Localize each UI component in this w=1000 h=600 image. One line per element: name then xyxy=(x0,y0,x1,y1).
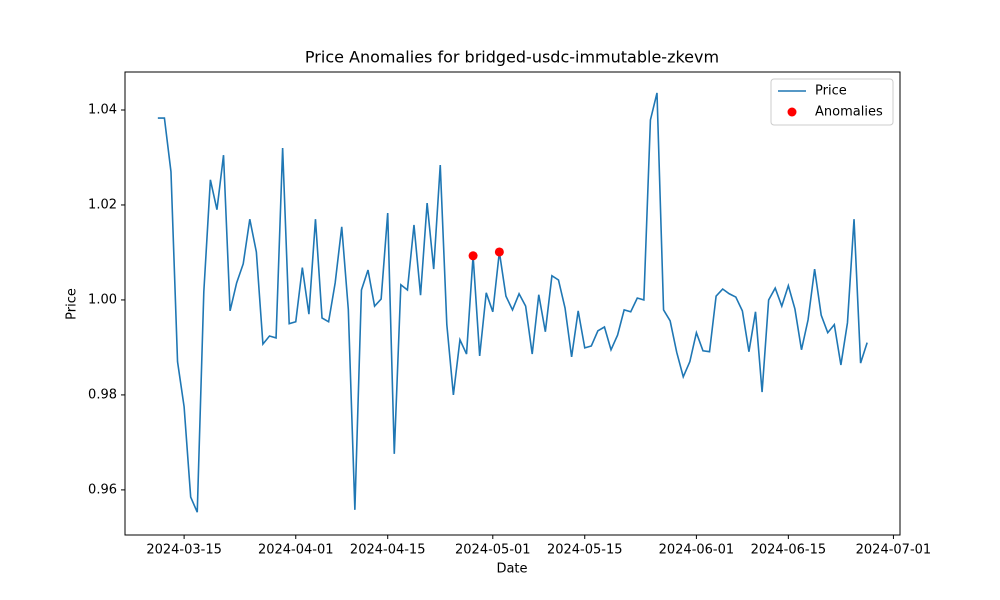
legend-swatch xyxy=(787,107,797,117)
x-tick-label: 2024-04-15 xyxy=(350,543,426,558)
anomaly-point xyxy=(494,247,504,257)
x-tick-label: 2024-05-15 xyxy=(547,543,623,558)
y-tick-label: 1.04 xyxy=(88,102,117,117)
y-axis-label: Price xyxy=(65,288,80,320)
y-tick-label: 0.96 xyxy=(88,482,117,497)
x-tick-label: 2024-05-01 xyxy=(455,543,531,558)
x-tick-label: 2024-03-15 xyxy=(146,543,222,558)
y-tick-label: 0.98 xyxy=(88,387,117,402)
x-tick-label: 2024-07-01 xyxy=(856,543,932,558)
plot-frame xyxy=(124,71,901,536)
chart-title: Price Anomalies for bridged-usdc-immutab… xyxy=(305,48,719,67)
x-tick-label: 2024-06-01 xyxy=(659,543,735,558)
x-axis-label: Date xyxy=(496,562,527,577)
x-tick-label: 2024-06-15 xyxy=(751,543,827,558)
y-tick-label: 1.02 xyxy=(88,197,117,212)
legend-label: Anomalies xyxy=(815,105,883,120)
anomaly-point xyxy=(468,251,478,261)
x-tick-label: 2024-04-01 xyxy=(258,543,334,558)
price-line xyxy=(157,92,868,513)
y-tick-label: 1.00 xyxy=(88,292,117,307)
legend-label: Price xyxy=(815,84,847,99)
